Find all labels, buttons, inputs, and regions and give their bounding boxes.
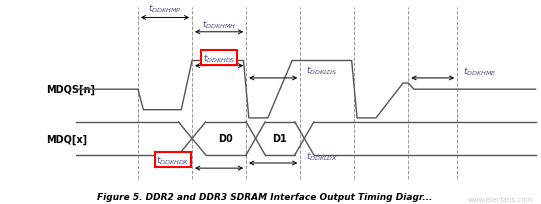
Text: $t_{DDKHDS}$: $t_{DDKHDS}$ — [203, 52, 235, 64]
Text: Figure 5. DDR2 and DDR3 SDRAM Interface Output Timing Diagr...: Figure 5. DDR2 and DDR3 SDRAM Interface … — [97, 192, 433, 201]
Text: $t_{DDKHMH}$: $t_{DDKHMH}$ — [202, 18, 236, 31]
Text: D0: D0 — [219, 134, 233, 144]
Text: $t_{DDKHME}$: $t_{DDKHME}$ — [463, 65, 496, 78]
Text: $t_{DDKHDX}$: $t_{DDKHDX}$ — [156, 154, 189, 166]
Text: D1: D1 — [273, 134, 287, 144]
Text: $t_{DDKHMP}$: $t_{DDKHMP}$ — [148, 3, 182, 15]
Text: $t_{DDKLDX}$: $t_{DDKLDX}$ — [306, 150, 338, 162]
Text: MDQ[x]: MDQ[x] — [46, 134, 87, 144]
Text: $t_{DDKLDS}$: $t_{DDKLDS}$ — [306, 64, 337, 76]
Text: www.elecfans.com: www.elecfans.com — [467, 196, 533, 202]
Text: MDQS[n]: MDQS[n] — [46, 85, 95, 95]
